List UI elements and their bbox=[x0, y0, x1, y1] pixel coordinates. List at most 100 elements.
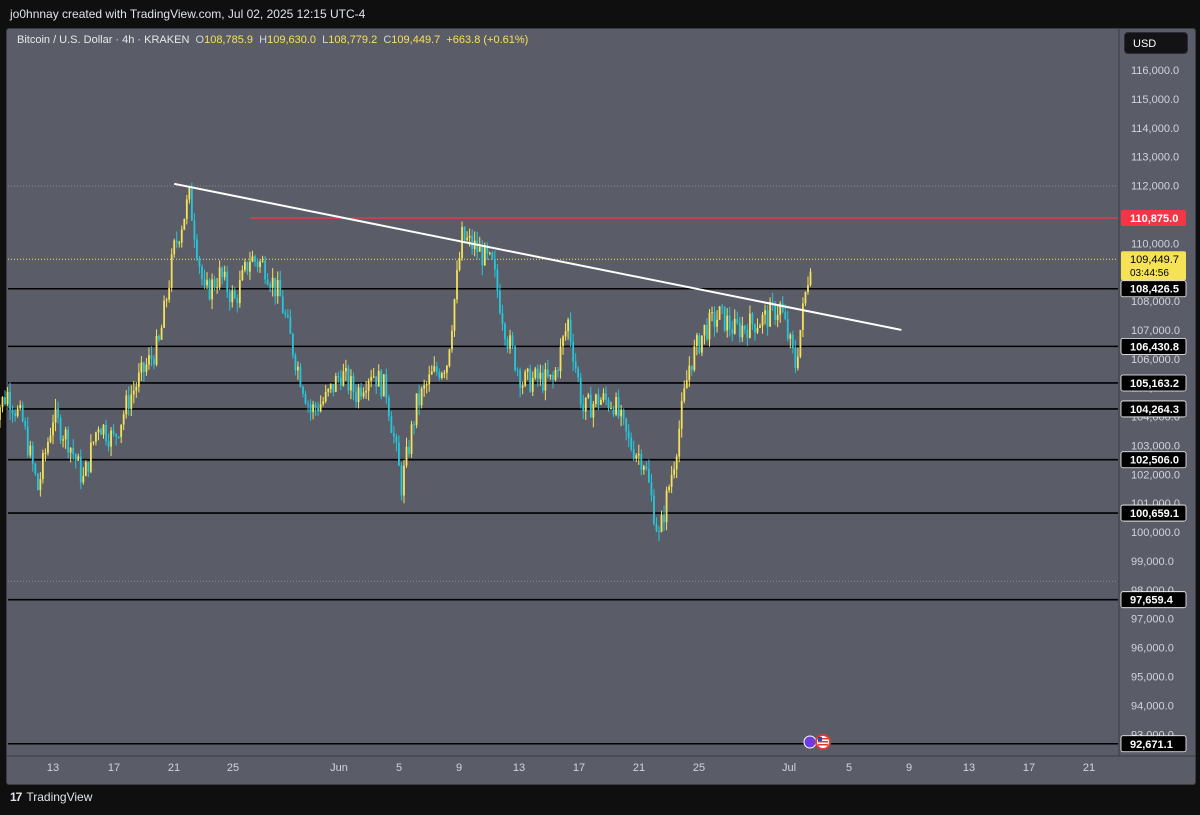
candle-body bbox=[110, 430, 112, 447]
candle-body bbox=[372, 376, 375, 378]
y-tick-label: 102,000.0 bbox=[1131, 469, 1180, 481]
candle bbox=[249, 251, 251, 280]
candle bbox=[622, 408, 625, 426]
candle-body bbox=[19, 404, 22, 409]
candle-body bbox=[683, 388, 686, 401]
candle-body bbox=[698, 335, 701, 353]
candle bbox=[289, 309, 292, 335]
level-price-tag bbox=[1120, 280, 1187, 298]
candle bbox=[324, 384, 327, 404]
candle-body bbox=[539, 372, 542, 379]
candle-body bbox=[602, 393, 605, 401]
candle-body bbox=[627, 431, 630, 438]
candle bbox=[72, 439, 75, 461]
candle bbox=[314, 401, 317, 416]
candle bbox=[400, 462, 403, 501]
candle-body bbox=[413, 424, 415, 426]
candle bbox=[327, 387, 330, 397]
current-price-tag bbox=[1121, 251, 1186, 281]
candle-body bbox=[11, 409, 14, 413]
candle bbox=[233, 286, 236, 300]
candle bbox=[216, 277, 219, 294]
candle-body bbox=[577, 368, 580, 378]
candle-body bbox=[135, 387, 138, 391]
candle bbox=[567, 317, 569, 340]
candle-body bbox=[743, 325, 746, 330]
candle-body bbox=[155, 335, 158, 365]
candle-body bbox=[453, 299, 456, 331]
candle-body bbox=[607, 399, 610, 409]
candle-body bbox=[622, 409, 625, 419]
candle-body bbox=[16, 408, 19, 416]
candle-body bbox=[443, 372, 446, 374]
candle-body bbox=[251, 256, 254, 262]
candle-body bbox=[339, 377, 342, 386]
candle-body bbox=[49, 435, 52, 442]
candle-body bbox=[478, 246, 481, 252]
candle bbox=[312, 400, 314, 420]
candle-body bbox=[112, 430, 115, 435]
us-flag-icon[interactable] bbox=[815, 734, 831, 750]
candle bbox=[493, 250, 496, 278]
candle-body bbox=[746, 329, 749, 338]
candle bbox=[24, 417, 27, 430]
candle-body bbox=[29, 445, 32, 456]
descending-trendline[interactable] bbox=[174, 182, 902, 331]
candle bbox=[554, 367, 557, 382]
candle bbox=[160, 324, 163, 340]
candle bbox=[802, 297, 804, 338]
candle bbox=[150, 346, 153, 367]
candle bbox=[231, 285, 234, 308]
symbol-title[interactable]: Bitcoin / U.S. Dollar · 4h · KRAKEN bbox=[17, 34, 190, 46]
candle bbox=[206, 272, 208, 290]
candle-body bbox=[233, 290, 236, 299]
candle-body bbox=[690, 365, 693, 370]
candle-body bbox=[62, 439, 64, 441]
candle-body bbox=[382, 374, 385, 397]
candle bbox=[625, 417, 628, 441]
candle bbox=[254, 254, 256, 267]
candle-body bbox=[496, 269, 499, 292]
event-marker-icon[interactable] bbox=[803, 735, 817, 749]
candle bbox=[6, 386, 9, 406]
candle bbox=[584, 397, 587, 421]
x-tick-label: 21 bbox=[168, 762, 180, 774]
candle bbox=[630, 432, 633, 452]
currency-button[interactable]: USD bbox=[1124, 32, 1188, 54]
candle-body bbox=[703, 324, 706, 336]
candle-body bbox=[438, 372, 441, 379]
candle-body bbox=[329, 383, 332, 389]
candle-body bbox=[398, 442, 400, 466]
chart-pane[interactable] bbox=[6, 28, 1196, 785]
candle bbox=[352, 372, 355, 401]
candle bbox=[82, 467, 85, 485]
candle-body bbox=[680, 400, 683, 429]
candle bbox=[208, 278, 211, 301]
candle-body bbox=[322, 401, 325, 405]
candle-body bbox=[493, 258, 496, 270]
candle-body bbox=[180, 229, 183, 243]
candle bbox=[779, 301, 782, 323]
candle bbox=[29, 440, 32, 458]
x-tick-label: Jul bbox=[782, 762, 796, 774]
candle-body bbox=[764, 310, 766, 315]
candle-body bbox=[635, 455, 638, 459]
candle-body bbox=[309, 404, 312, 412]
candle bbox=[153, 355, 155, 370]
candle-body bbox=[193, 220, 196, 240]
candle-body bbox=[620, 409, 623, 417]
candle-body bbox=[64, 429, 67, 440]
candle bbox=[721, 303, 724, 315]
candle bbox=[685, 370, 688, 389]
candle bbox=[451, 324, 453, 353]
candle bbox=[398, 435, 400, 466]
candle-body bbox=[799, 329, 802, 357]
candle-body bbox=[403, 465, 405, 496]
candle bbox=[170, 248, 173, 292]
candle bbox=[534, 366, 537, 380]
candle-body bbox=[198, 258, 201, 267]
candle-body bbox=[6, 391, 9, 405]
candle-body bbox=[587, 394, 590, 398]
candle bbox=[645, 461, 648, 471]
